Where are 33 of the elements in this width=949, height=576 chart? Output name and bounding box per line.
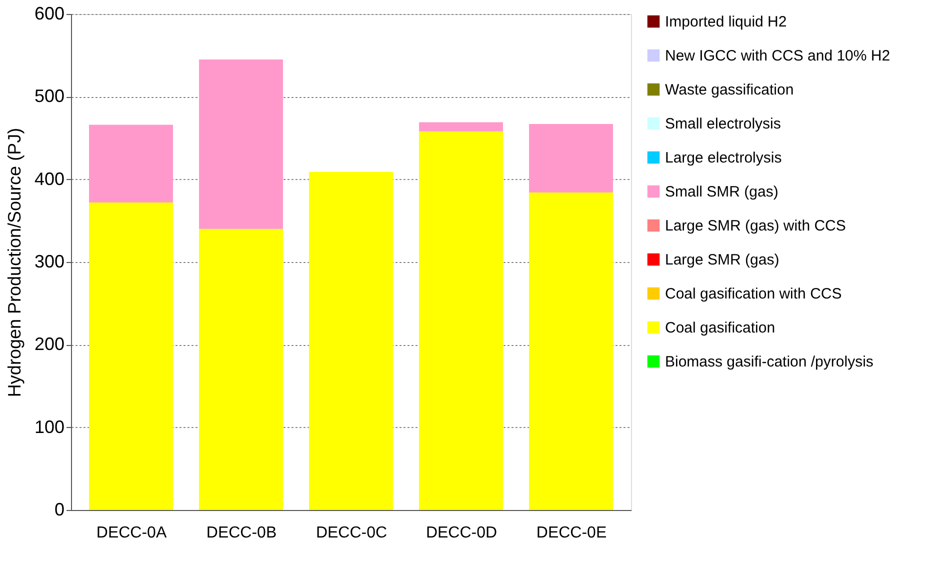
x-tick-label: DECC-0C <box>316 524 388 542</box>
legend-label: Small SMR (gas) <box>665 184 778 200</box>
legend-label: Imported liquid H2 <box>665 14 787 30</box>
bar <box>199 228 283 510</box>
y-tick-label: 600 <box>34 4 64 24</box>
legend-label: Large SMR (gas) with CCS <box>665 218 846 234</box>
y-tick-label: 200 <box>34 334 64 354</box>
bar <box>89 124 173 202</box>
legend-label: Coal gasification with CCS <box>665 286 842 302</box>
legend-label: Coal gasification <box>665 320 776 336</box>
y-tick-label: 100 <box>34 416 64 437</box>
y-tick-label: 400 <box>34 168 64 189</box>
bar <box>419 131 503 510</box>
x-tick-label: DECC-0D <box>426 524 498 542</box>
x-tick-label: DECC-0E <box>536 524 607 542</box>
y-tick-label: 300 <box>34 252 64 272</box>
legend-label: Biomass gasifi-cation /pyrolysis <box>665 354 874 370</box>
bar <box>529 124 613 193</box>
legend-label: Large electrolysis <box>665 150 782 166</box>
legend-label: Waste gassification <box>665 82 794 98</box>
bar <box>529 192 613 510</box>
x-tick-label: DECC-0A <box>96 524 167 542</box>
y-axis-title: Hydrogen Production/Source (PJ) <box>4 128 24 398</box>
x-tick-label: DECC-0B <box>206 524 277 542</box>
y-tick-label: 500 <box>34 86 64 106</box>
bar <box>89 202 173 510</box>
bar <box>199 59 283 229</box>
legend-label: Large SMR (gas) <box>665 252 780 268</box>
legend-label: Small electrolysis <box>665 116 781 132</box>
y-tick-label: 0 <box>54 500 64 520</box>
bar <box>309 172 393 510</box>
legend-label: New IGCC with CCS and 10% H2 <box>665 48 890 64</box>
bar <box>419 122 503 132</box>
